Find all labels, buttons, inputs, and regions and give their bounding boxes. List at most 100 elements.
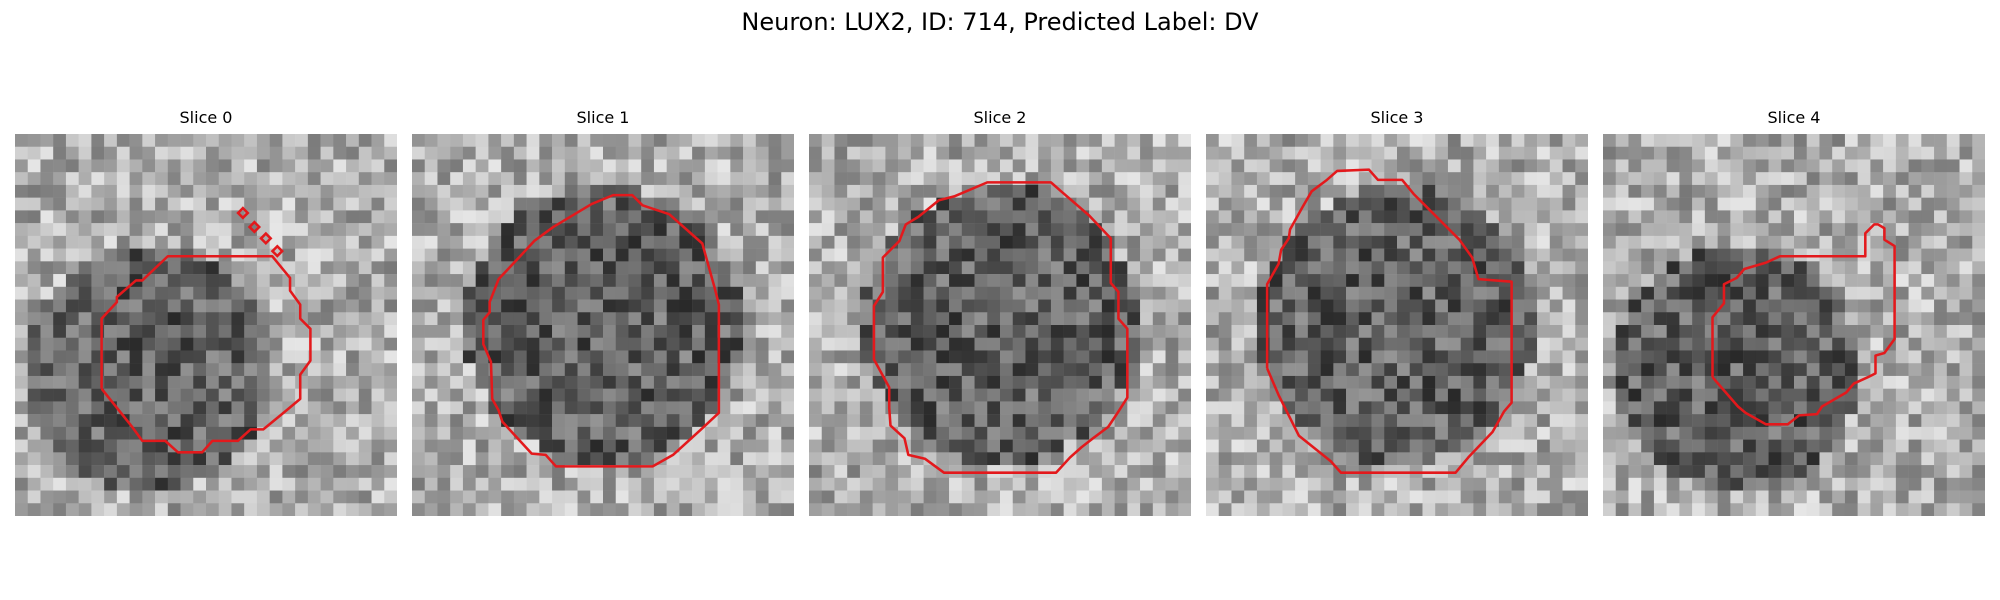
pixel-cell — [1870, 134, 1884, 147]
pixel-cell — [923, 363, 937, 377]
pixel-cell — [1307, 414, 1321, 428]
pixel-cell — [1346, 426, 1360, 440]
pixel-cell — [717, 197, 731, 211]
pixel-cell — [412, 375, 425, 389]
pixel-cell — [333, 401, 347, 415]
pixel-cell — [1692, 350, 1706, 364]
pixel-cell — [768, 477, 782, 491]
pixel-cell — [1704, 490, 1718, 504]
pixel-cell — [1076, 159, 1090, 173]
pixel-cell — [1615, 350, 1629, 364]
pixel-cell — [1603, 134, 1616, 147]
pixel-cell — [320, 184, 334, 198]
pixel-cell — [1063, 375, 1077, 389]
pixel-cell — [1038, 375, 1052, 389]
pixel-cell — [1653, 325, 1667, 338]
pixel-cell — [961, 452, 975, 466]
pixel-cell — [269, 503, 283, 516]
pixel-cell — [1333, 197, 1347, 211]
pixel-cell — [206, 401, 219, 415]
pixel-cell — [384, 146, 397, 160]
pixel-cell — [1422, 261, 1436, 275]
pixel-cell — [781, 235, 794, 249]
pixel-cell — [180, 274, 194, 288]
pixel-cell — [307, 490, 321, 504]
pixel-cell — [1603, 299, 1616, 313]
pixel-cell — [1089, 465, 1103, 479]
pixel-cell — [666, 375, 680, 389]
pixel-cell — [40, 375, 54, 389]
pixel-cell — [1320, 146, 1334, 160]
pixel-cell — [78, 439, 92, 453]
pixel-cell — [641, 248, 655, 262]
pixel-cell — [1908, 477, 1922, 491]
pixel-cell — [898, 172, 912, 186]
pixel-cell — [1628, 414, 1642, 428]
pixel-cell — [1755, 312, 1769, 326]
pixel-cell — [1050, 248, 1064, 262]
pixel-cell — [206, 414, 219, 428]
pixel-cell — [885, 490, 899, 504]
pixel-cell — [1844, 477, 1858, 491]
pixel-cell — [1140, 134, 1154, 147]
pixel-cell — [1959, 401, 1973, 415]
pixel-cell — [1460, 248, 1474, 262]
pixel-cell — [1768, 172, 1782, 186]
pixel-cell — [1628, 210, 1642, 224]
pixel-cell — [1641, 337, 1655, 351]
pixel-cell — [116, 465, 130, 479]
pixel-cell — [193, 503, 207, 516]
pixel-cell — [653, 197, 667, 211]
pixel-cell — [936, 210, 950, 224]
pixel-cell — [231, 465, 245, 479]
pixel-cell — [256, 325, 270, 338]
pixel-cell — [679, 325, 693, 338]
pixel-cell — [692, 274, 706, 288]
pixel-cell — [552, 388, 566, 402]
pixel-cell — [552, 172, 566, 186]
pixel-cell — [1549, 388, 1563, 402]
pixel-cell — [743, 490, 757, 504]
segmentation-contour — [1265, 168, 1513, 474]
pixel-cell — [1908, 325, 1922, 338]
pixel-cell — [1244, 159, 1258, 173]
pixel-cell — [1346, 388, 1360, 402]
pixel-cell — [1666, 388, 1680, 402]
pixel-cell — [1844, 274, 1858, 288]
pixel-cell — [526, 503, 540, 516]
pixel-cell — [346, 325, 360, 338]
pixel-cell — [412, 184, 425, 198]
pixel-cell — [1679, 401, 1693, 415]
pixel-cell — [1371, 299, 1385, 313]
pixel-cell — [1934, 503, 1948, 516]
pixel-cell — [704, 490, 718, 504]
pixel-cell — [1486, 146, 1500, 160]
pixel-cell — [564, 146, 578, 160]
pixel-cell — [1295, 363, 1309, 377]
pixel-cell — [898, 197, 912, 211]
pixel-cell — [1038, 134, 1052, 147]
pixel-cell — [282, 452, 296, 466]
pixel-cell — [1704, 248, 1718, 262]
pixel-cell — [1486, 388, 1500, 402]
pixel-cell — [1178, 388, 1191, 402]
pixel-cell — [923, 299, 937, 313]
pixel-cell — [231, 134, 245, 147]
pixel-cell — [1524, 197, 1538, 211]
pixel-cell — [847, 197, 861, 211]
pixel-cell — [40, 312, 54, 326]
pixel-cell — [1231, 286, 1245, 300]
pixel-cell — [1101, 134, 1115, 147]
pixel-cell — [218, 286, 232, 300]
pixel-cell — [1000, 337, 1013, 351]
pixel-cell — [1152, 363, 1166, 377]
pixel-cell — [603, 325, 616, 338]
pixel-cell — [91, 414, 105, 428]
pixel-cell — [1282, 184, 1296, 198]
pixel-cell — [488, 210, 502, 224]
pixel-cell — [1435, 312, 1449, 326]
pixel-cell — [898, 363, 912, 377]
pixel-cell — [872, 465, 886, 479]
pixel-cell — [244, 439, 258, 453]
pixel-cell — [1307, 248, 1321, 262]
